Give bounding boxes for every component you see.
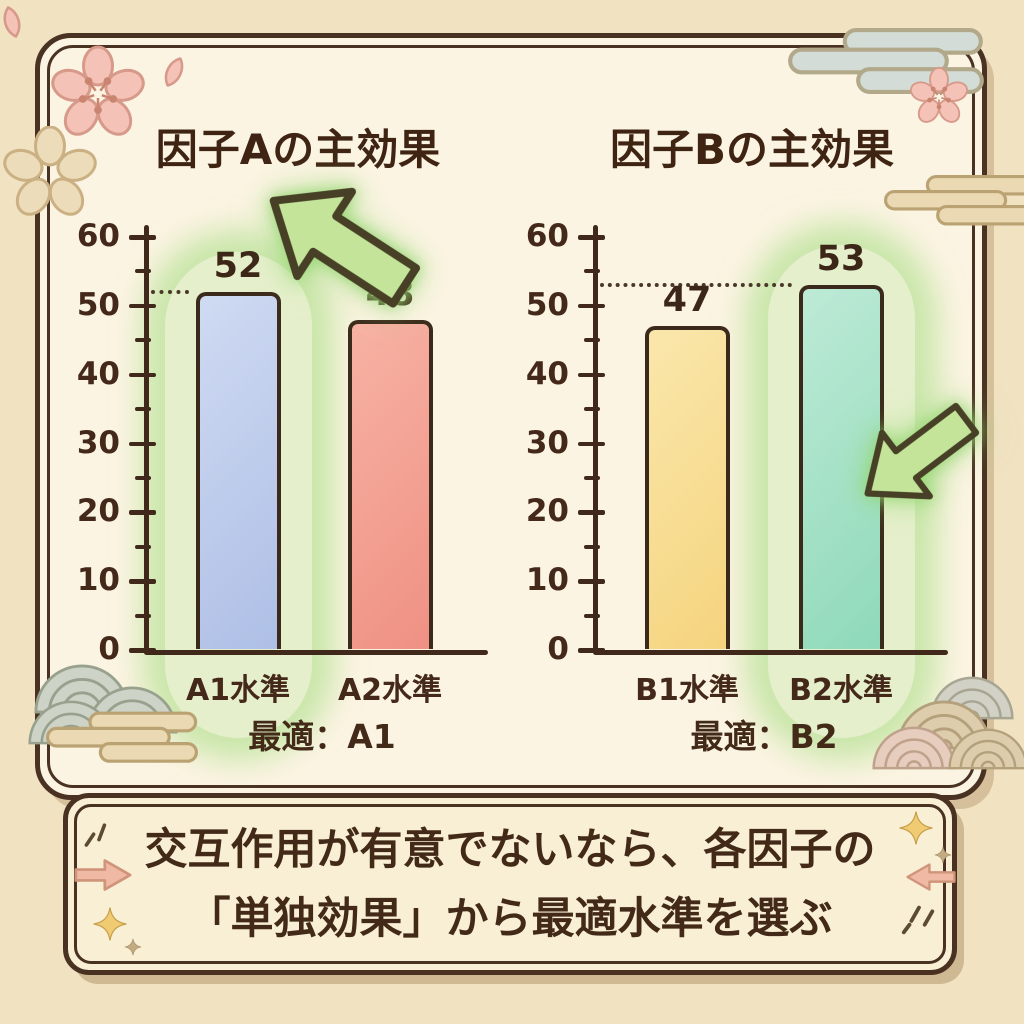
x-category-label: B1水準 bbox=[635, 673, 739, 708]
sparkle-icon bbox=[93, 907, 127, 941]
y-tick-label: 20 bbox=[76, 493, 120, 530]
x-category-label: B2水準 bbox=[789, 673, 893, 708]
pink-arrow-right-icon bbox=[74, 859, 132, 891]
sakura-icon bbox=[907, 66, 971, 127]
y-axis bbox=[593, 225, 598, 654]
y-minor-tick bbox=[584, 269, 600, 274]
summary-banner bbox=[63, 793, 957, 975]
y-tick-label: 60 bbox=[76, 218, 120, 254]
dotted-guide bbox=[600, 283, 792, 288]
x-category-label: A2水準 bbox=[337, 673, 443, 708]
summary-line-1: 交互作用が有意でないなら、各因子の bbox=[144, 824, 876, 875]
dotted-guide bbox=[151, 290, 189, 295]
y-major-tick bbox=[129, 441, 156, 446]
dash-marks-icon bbox=[84, 823, 107, 847]
chart-b-optimal-label: 最適：B2 bbox=[690, 717, 838, 756]
y-minor-tick bbox=[584, 407, 600, 412]
chart-b-title: 因子Bの主効果 bbox=[609, 125, 894, 174]
y-axis bbox=[144, 225, 149, 654]
pink-arrow-left-icon bbox=[906, 863, 956, 891]
y-tick-label: 50 bbox=[525, 286, 569, 323]
y-major-tick bbox=[129, 372, 156, 378]
y-major-tick bbox=[129, 510, 156, 515]
sparkle-icon bbox=[934, 846, 952, 864]
y-major-tick bbox=[578, 441, 605, 446]
y-tick-label: 20 bbox=[525, 493, 569, 530]
y-tick-label: 30 bbox=[76, 424, 120, 461]
summary-line-2: 「単独効果」から最適水準を選ぶ bbox=[187, 893, 833, 944]
bar-value-label: 52 bbox=[213, 246, 263, 287]
x-axis bbox=[144, 650, 488, 655]
y-minor-tick bbox=[584, 475, 600, 480]
y-tick-label: 0 bbox=[547, 631, 569, 667]
y-major-tick bbox=[129, 235, 156, 240]
bar bbox=[347, 319, 433, 649]
y-minor-tick bbox=[135, 475, 151, 480]
y-minor-tick bbox=[135, 407, 151, 412]
y-tick-label: 10 bbox=[525, 562, 569, 599]
y-tick-label: 40 bbox=[525, 355, 569, 392]
y-major-tick bbox=[129, 648, 156, 653]
y-major-tick bbox=[578, 510, 605, 515]
y-minor-tick bbox=[135, 338, 151, 343]
y-tick-label: 10 bbox=[76, 562, 120, 599]
y-major-tick bbox=[129, 579, 156, 584]
y-major-tick bbox=[129, 303, 156, 309]
sparkle-icon bbox=[124, 938, 142, 956]
bar bbox=[644, 326, 730, 649]
y-minor-tick bbox=[584, 338, 600, 343]
sakura-petal-icon bbox=[0, 4, 24, 40]
y-tick-label: 0 bbox=[98, 631, 120, 667]
cloud-icon bbox=[884, 174, 1024, 226]
cloud-icon bbox=[46, 711, 198, 763]
bar-value-label: 53 bbox=[816, 239, 866, 280]
sparkle-icon bbox=[899, 811, 933, 845]
y-minor-tick bbox=[135, 613, 151, 618]
dash-marks-icon bbox=[901, 905, 935, 935]
chart-a-title: 因子Aの主効果 bbox=[155, 125, 441, 174]
y-tick-label: 60 bbox=[525, 218, 569, 254]
seigaiha-wave-icon bbox=[948, 728, 1024, 770]
y-major-tick bbox=[578, 579, 605, 584]
y-minor-tick bbox=[584, 613, 600, 618]
summary-text: 交互作用が有意でないなら、各因子の 「単独効果」から最適水準を選ぶ bbox=[63, 798, 957, 962]
x-axis bbox=[593, 650, 948, 655]
x-category-label: A1水準 bbox=[185, 673, 291, 708]
y-tick-label: 40 bbox=[76, 355, 120, 392]
y-major-tick bbox=[578, 235, 605, 240]
bar-value-label: 47 bbox=[662, 280, 712, 321]
y-major-tick bbox=[578, 648, 605, 653]
y-tick-label: 50 bbox=[76, 286, 120, 323]
y-major-tick bbox=[578, 303, 605, 309]
y-minor-tick bbox=[135, 544, 151, 549]
bar bbox=[798, 285, 884, 649]
y-minor-tick bbox=[584, 544, 600, 549]
y-minor-tick bbox=[135, 269, 151, 274]
beige-flower-icon bbox=[2, 126, 98, 222]
y-tick-label: 30 bbox=[525, 424, 569, 461]
bar bbox=[195, 292, 281, 649]
seigaiha-wave-icon bbox=[872, 726, 956, 770]
y-major-tick bbox=[578, 372, 605, 378]
chart-a-optimal-label: 最適：A1 bbox=[248, 717, 396, 756]
